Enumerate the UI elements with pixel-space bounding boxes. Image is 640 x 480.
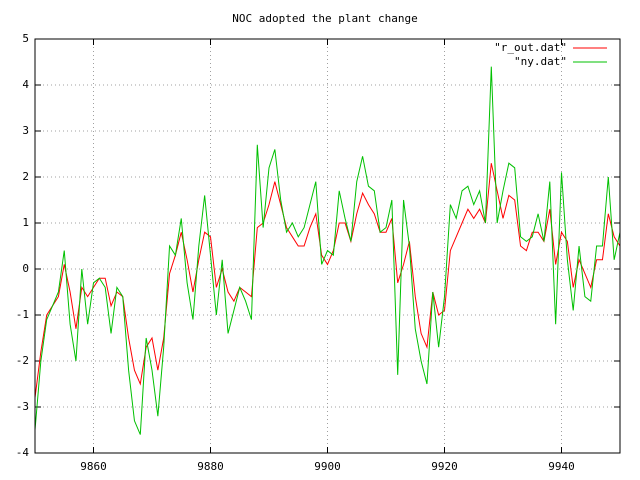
y-tick-label: 5	[22, 32, 29, 45]
legend-label: "r_out.dat"	[494, 41, 567, 54]
chart-title: NOC adopted the plant change	[232, 12, 417, 25]
series-line	[34, 66, 621, 435]
x-tick-label: 9880	[197, 460, 224, 473]
y-tick-label: -1	[16, 308, 29, 321]
y-tick-label: 2	[22, 170, 29, 183]
x-tick-label: 9920	[431, 460, 458, 473]
plot-frame	[34, 38, 621, 454]
x-tick-label: 9900	[314, 460, 341, 473]
x-tick-label: 9940	[548, 460, 575, 473]
y-tick-label: 0	[22, 262, 29, 275]
y-tick-label: -2	[16, 354, 29, 367]
y-tick-label: -4	[16, 446, 30, 459]
legend-label: "ny.dat"	[514, 55, 567, 68]
y-tick-label: 3	[22, 124, 29, 137]
y-tick-label: 1	[22, 216, 29, 229]
y-tick-label: -3	[16, 400, 29, 413]
x-tick-label: 9860	[80, 460, 107, 473]
y-tick-label: 4	[22, 78, 29, 91]
series-line	[34, 163, 621, 398]
